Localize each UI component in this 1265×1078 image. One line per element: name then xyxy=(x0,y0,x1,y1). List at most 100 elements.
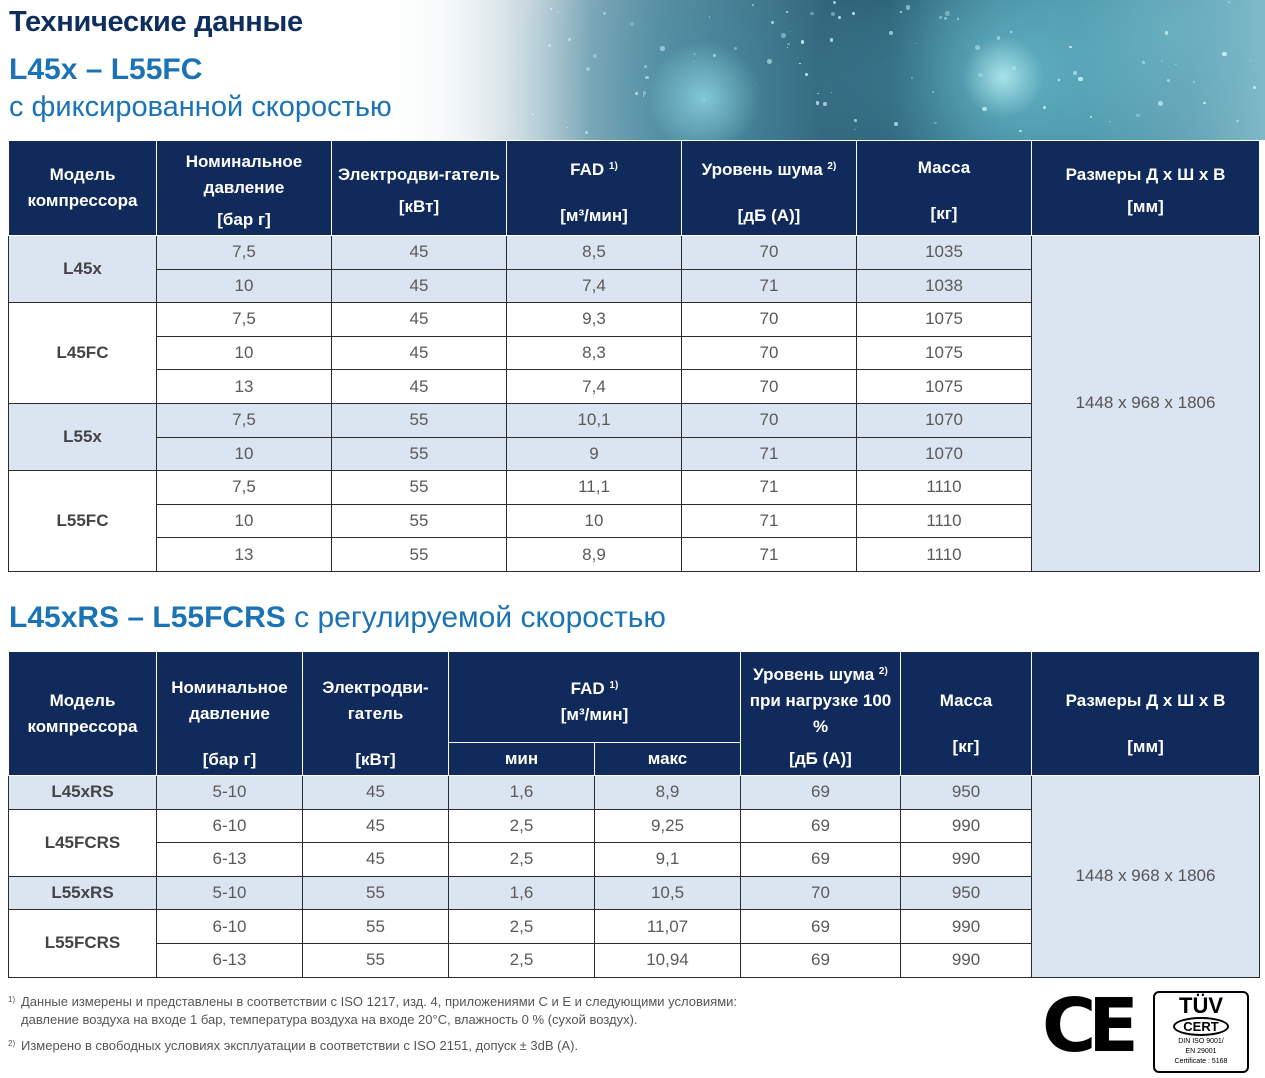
light-dot xyxy=(805,72,809,76)
value-cell: 70 xyxy=(681,302,857,337)
dimensions-cell: 1448 x 968 x 1806 xyxy=(1031,235,1260,572)
value-cell: 5-10 xyxy=(156,775,303,810)
light-dot xyxy=(944,11,950,17)
value-cell: 11,07 xyxy=(594,909,741,944)
section1-subtitle: с фиксированной скоростью xyxy=(9,91,392,123)
value-cell: 45 xyxy=(331,302,507,337)
light-dot xyxy=(1192,80,1195,84)
table-row: L45x 7,5 45 8,5 70 1035 1448 x 968 x 1806 xyxy=(8,235,1260,572)
light-dot xyxy=(756,83,758,85)
light-dot xyxy=(1069,45,1073,49)
section1-model-range: L45x – L55FC xyxy=(9,53,203,86)
header-fad: FAD 1) [м³/мин] xyxy=(506,140,682,236)
value-cell: 1,6 xyxy=(448,775,595,810)
table-row: L45FC 7,5 45 9,3 70 1075 xyxy=(8,302,1260,404)
value-cell: 69 xyxy=(740,808,901,844)
light-dot xyxy=(823,102,827,106)
value-cell: 1038 xyxy=(856,268,1032,304)
light-dot xyxy=(1010,31,1012,34)
model-cell: L45FC xyxy=(8,302,157,404)
value-cell: 7,4 xyxy=(506,268,682,304)
value-cell: 990 xyxy=(900,842,1032,877)
table-row: L45xRS 5-10 45 1,6 8,9 69 950 1448 x 968 x 1806 xyxy=(8,775,1260,978)
value-cell: 2,5 xyxy=(448,842,595,877)
value-cell: 71 xyxy=(681,436,857,472)
header-mass: Масса [кг] xyxy=(900,651,1032,776)
variable-speed-spec-table: Модель компрессора Номинальное давление[… xyxy=(8,651,1260,978)
value-cell: 7,5 xyxy=(156,470,332,505)
section2-heading: L45xRS – L55FCRS с регулируемой скорость… xyxy=(9,601,666,635)
light-dot xyxy=(974,45,980,50)
value-cell: 55 xyxy=(331,537,507,572)
footnotes: 1) Данные измерены и представлены в соот… xyxy=(8,993,737,1055)
value-cell: 70 xyxy=(681,402,857,438)
light-dot xyxy=(799,63,801,65)
value-cell: 55 xyxy=(331,470,507,505)
value-cell: 950 xyxy=(900,775,1032,810)
light-dot xyxy=(1058,79,1060,81)
light-dot xyxy=(832,1,836,5)
header-motor: Электродви-гатель [кВт] xyxy=(302,651,449,776)
light-dot xyxy=(709,16,711,18)
header-noise: Уровень шума 2) при нагрузке 100 % [дБ (А… xyxy=(740,651,901,776)
header-mass: Масса [кг] xyxy=(856,140,1032,236)
header-noise: Уровень шума 2) [дБ (А)] xyxy=(681,140,857,236)
value-cell: 8,9 xyxy=(594,775,741,810)
tuv-cert-logo: TÜV CERT DIN ISO 9001/ EN 29001 Certific… xyxy=(1153,991,1249,1073)
light-dot xyxy=(800,40,805,44)
value-cell: 1070 xyxy=(856,402,1032,438)
value-cell: 45 xyxy=(331,235,507,270)
section2-subtitle: с регулируемой скоростью xyxy=(285,601,666,634)
table-row: L55xRS 5-10 55 1,6 10,5 70 950 xyxy=(8,875,1260,911)
value-cell: 1035 xyxy=(856,235,1032,270)
light-dot xyxy=(829,38,834,42)
light-dot xyxy=(957,17,960,20)
table-row: 10 55 9 71 1070 xyxy=(9,436,1260,472)
value-cell: 55 xyxy=(331,436,507,472)
light-dot xyxy=(1109,120,1111,123)
value-cell: 10 xyxy=(156,335,332,371)
value-cell: 7,5 xyxy=(156,302,332,337)
light-dot xyxy=(1249,60,1252,62)
value-cell: 2,5 xyxy=(448,808,595,844)
light-dot xyxy=(1203,101,1206,105)
value-cell: 990 xyxy=(900,942,1032,978)
value-cell: 10,94 xyxy=(594,942,741,978)
light-dot xyxy=(634,92,639,96)
light-dot xyxy=(830,91,833,94)
value-cell: 8,9 xyxy=(506,537,682,572)
table-row: L55FCRS 6-10 55 2,5 11,07 69 990 xyxy=(8,909,1260,978)
header-dimensions: Размеры Д х Ш х В [мм] xyxy=(1031,140,1260,236)
value-cell: 71 xyxy=(681,503,857,539)
light-dot xyxy=(939,15,943,19)
model-cell: L45xRS xyxy=(8,775,157,810)
light-dot xyxy=(1078,76,1083,82)
light-dot xyxy=(885,61,887,63)
page-title: Технические данные xyxy=(9,6,303,38)
value-cell: 45 xyxy=(331,335,507,371)
value-cell: 13 xyxy=(156,537,332,572)
value-cell: 9,25 xyxy=(594,808,741,844)
header-photo-fade xyxy=(330,0,590,140)
section2-model-range: L45xRS – L55FCRS xyxy=(9,601,286,634)
value-cell: 69 xyxy=(740,842,901,877)
light-dot xyxy=(1235,119,1239,123)
value-cell: 71 xyxy=(681,470,857,505)
table-row: 10 45 8,3 70 1075 xyxy=(9,335,1260,371)
value-cell: 69 xyxy=(740,942,901,978)
header-pressure: Номинальное давление [бар г] xyxy=(156,651,303,776)
value-cell: 55 xyxy=(302,942,449,978)
light-dot xyxy=(1012,66,1016,70)
light-dot xyxy=(771,20,775,24)
light-dot xyxy=(1142,60,1145,64)
light-dot xyxy=(1160,59,1164,63)
table-row: L45FCRS 6-10 45 2,5 9,25 69 990 xyxy=(8,808,1260,877)
value-cell: 45 xyxy=(331,268,507,304)
value-cell: 69 xyxy=(740,775,901,810)
value-cell: 10,1 xyxy=(506,402,682,438)
light-dot xyxy=(789,31,791,33)
light-dot xyxy=(767,59,772,64)
value-cell: 1110 xyxy=(856,537,1032,572)
light-dot xyxy=(786,46,789,49)
light-dot xyxy=(899,10,903,14)
